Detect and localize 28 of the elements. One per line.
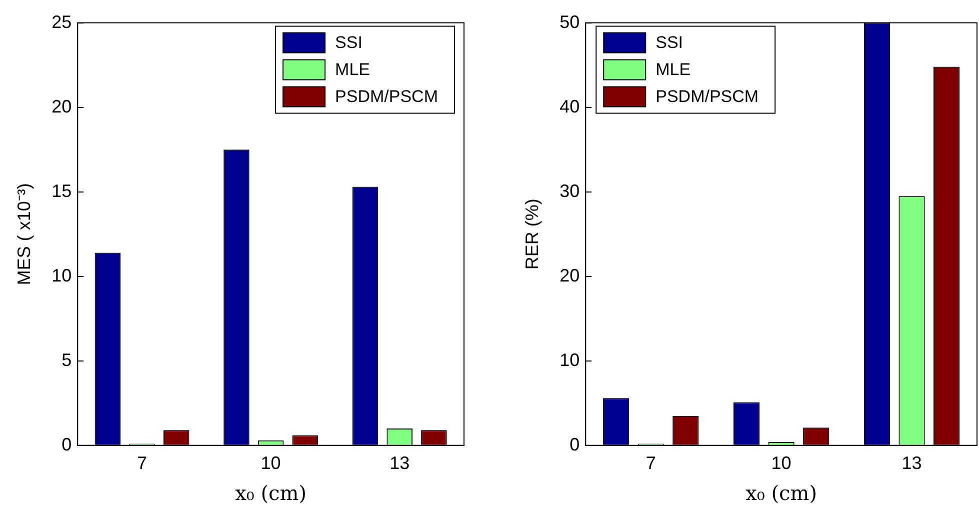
- legend-label: MLE: [656, 60, 691, 79]
- y-tick-label: 10: [52, 265, 72, 286]
- x-tick-label: 7: [137, 453, 148, 474]
- y-tick-label: 25: [52, 12, 72, 32]
- y-axis-title: RER (%): [522, 198, 542, 270]
- y-tick-label: 0: [570, 434, 580, 454]
- legend-label: SSI: [335, 32, 362, 52]
- y-tick-label: 20: [560, 265, 580, 286]
- x-tick-label: 13: [902, 453, 922, 474]
- y-tick-label: 5: [62, 350, 72, 370]
- x-tick-label: 7: [646, 453, 656, 474]
- y-axis-title: MES ( x10⁻³): [14, 183, 34, 286]
- y-tick-label: 20: [52, 96, 72, 116]
- x-tick-label: 10: [260, 453, 281, 474]
- y-tick-label: 40: [560, 96, 580, 116]
- x-tick-label: 10: [771, 453, 792, 474]
- legend-label: SSI: [656, 32, 684, 52]
- y-tick-label: 30: [560, 180, 580, 201]
- x-tick-label: 13: [390, 453, 410, 474]
- legend-label: PSDM/PSCM: [335, 86, 438, 106]
- y-tick-label: 50: [560, 12, 580, 32]
- x-axis-title: x₀ (cm): [746, 481, 818, 506]
- y-tick-label: 15: [52, 180, 72, 201]
- legend-label: MLE: [335, 60, 370, 79]
- y-tick-label: 10: [560, 350, 580, 370]
- y-tick-label: 0: [62, 434, 72, 454]
- legend-label: PSDM/PSCM: [656, 86, 759, 106]
- x-axis-title: x₀ (cm): [235, 481, 307, 506]
